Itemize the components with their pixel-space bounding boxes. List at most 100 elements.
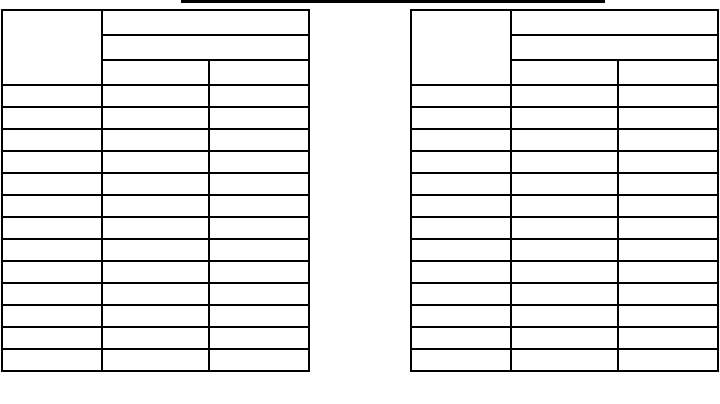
table-cell: [510, 194, 619, 218]
table-row: [1, 84, 310, 108]
table-cell: [101, 84, 210, 108]
table-cell: [510, 304, 619, 328]
header-row: [411, 34, 719, 61]
table-cell: [1, 238, 103, 262]
table-cell: [208, 238, 310, 262]
table-row: [1, 348, 310, 372]
table-row: [410, 150, 719, 174]
table-row: [1, 172, 310, 196]
table-cell: [410, 348, 512, 372]
table-cell: [510, 150, 619, 174]
table-row: [1, 282, 310, 306]
table-cell: [617, 260, 719, 284]
header-col1-cell: [101, 59, 210, 86]
table-cell: [1, 128, 103, 152]
table-cell: [410, 282, 512, 306]
table-cell: [410, 106, 512, 130]
header-row: [1, 9, 310, 86]
table-cell: [101, 106, 210, 130]
table-cell: [1, 348, 103, 372]
header-row: [2, 59, 310, 86]
table-cell: [101, 326, 210, 350]
table-cell: [510, 260, 619, 284]
table-cell: [617, 326, 719, 350]
header-row: [410, 9, 719, 86]
table-cell: [1, 172, 103, 196]
table-cell: [510, 238, 619, 262]
table-cell: [510, 172, 619, 196]
table-cell: [1, 150, 103, 174]
table-cell: [410, 216, 512, 240]
table-cell: [510, 84, 619, 108]
table-cell: [208, 106, 310, 130]
table-cell: [410, 84, 512, 108]
table-cell: [1, 216, 103, 240]
table-row: [410, 128, 719, 152]
header-col2-cell: [617, 59, 719, 86]
table-cell: [208, 348, 310, 372]
table-row: [410, 348, 719, 372]
table-cell: [101, 194, 210, 218]
header-corner-cell: [410, 9, 512, 86]
table-row: [410, 172, 719, 196]
table-cell: [208, 304, 310, 328]
table-row: [1, 128, 310, 152]
table-cell: [617, 84, 719, 108]
table-cell: [1, 282, 103, 306]
table-cell: [208, 172, 310, 196]
table-cell: [617, 128, 719, 152]
table-cell: [1, 84, 103, 108]
table-cell: [101, 172, 210, 196]
right-table: [410, 9, 719, 372]
table-cell: [410, 238, 512, 262]
table-cell: [617, 194, 719, 218]
table-cell: [617, 238, 719, 262]
table-row: [1, 326, 310, 350]
table-row: [1, 304, 310, 328]
table-row: [410, 84, 719, 108]
table-cell: [101, 348, 210, 372]
table-cell: [510, 106, 619, 130]
table-row: [1, 194, 310, 218]
header-row: [411, 59, 719, 86]
table-cell: [1, 304, 103, 328]
table-row: [410, 106, 719, 130]
table-cell: [208, 260, 310, 284]
table-cell: [208, 216, 310, 240]
table-row: [410, 282, 719, 306]
table-cell: [410, 194, 512, 218]
table-cell: [617, 172, 719, 196]
table-row: [410, 326, 719, 350]
table-row: [410, 238, 719, 262]
table-cell: [510, 216, 619, 240]
table-cell: [617, 216, 719, 240]
header-row: [2, 34, 310, 61]
table-cell: [410, 150, 512, 174]
table-cell: [101, 216, 210, 240]
table-cell: [617, 304, 719, 328]
table-cell: [208, 128, 310, 152]
table-cell: [410, 326, 512, 350]
table-cell: [617, 150, 719, 174]
left-table: [1, 9, 310, 372]
table-cell: [617, 348, 719, 372]
table-cell: [1, 106, 103, 130]
table-row: [1, 260, 310, 284]
table-cell: [1, 260, 103, 284]
table-cell: [510, 128, 619, 152]
header-subgroup-cell: [101, 34, 310, 61]
table-cell: [101, 282, 210, 306]
table-row: [410, 304, 719, 328]
table-row: [410, 260, 719, 284]
table-cell: [410, 304, 512, 328]
table-cell: [208, 84, 310, 108]
table-row: [1, 216, 310, 240]
table-cell: [410, 172, 512, 196]
table-row: [1, 106, 310, 130]
table-cell: [208, 282, 310, 306]
table-cell: [510, 348, 619, 372]
table-cell: [1, 326, 103, 350]
table-row: [1, 238, 310, 262]
table-cell: [510, 282, 619, 306]
header-subgroup-cell: [510, 34, 719, 61]
